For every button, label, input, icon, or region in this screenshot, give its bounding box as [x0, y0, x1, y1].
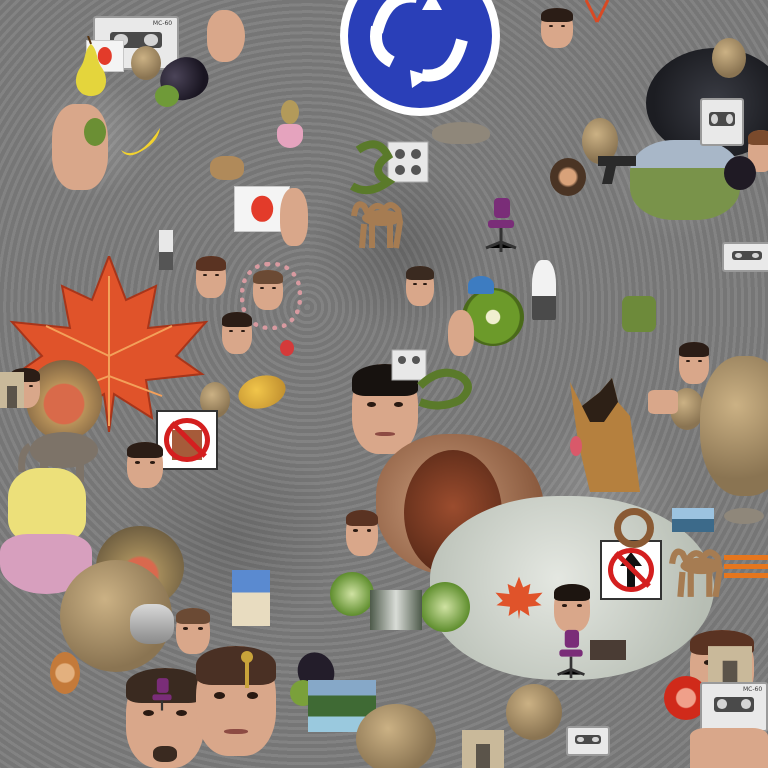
arch-monument-left — [0, 372, 24, 408]
maple-leaf-large — [9, 256, 209, 432]
cassette-bottom — [566, 726, 610, 756]
maple-leaf-small — [495, 576, 543, 620]
camel — [351, 201, 404, 249]
cassette-right-mid — [722, 242, 768, 272]
lettuce-1 — [330, 572, 374, 616]
armadillo — [432, 122, 490, 144]
coiled-snake — [614, 508, 654, 548]
banana — [121, 128, 160, 156]
face-man-right — [679, 342, 709, 384]
office-chair-3 — [152, 678, 172, 711]
handgun — [598, 156, 636, 184]
chef-figure — [532, 260, 556, 320]
lettuce-2 — [420, 582, 470, 632]
cassette-right-top — [700, 98, 744, 146]
eggplant-right — [724, 156, 756, 190]
small-avocado — [84, 118, 106, 146]
snake-and-stove-2 — [391, 349, 472, 410]
face-woman-3 — [176, 608, 210, 654]
potted-shrub — [622, 296, 656, 332]
lake-photo — [672, 508, 714, 532]
camel-right — [669, 548, 723, 598]
lettuce-small — [155, 85, 179, 107]
landscape-photo — [630, 140, 740, 220]
church-photo — [232, 570, 270, 626]
scissors — [584, 0, 610, 23]
ostrich — [590, 640, 626, 680]
face-man-bulb — [554, 584, 590, 632]
girl-figure — [275, 100, 305, 166]
hand-holding-fruit — [52, 104, 108, 190]
small-man-standing — [159, 230, 173, 270]
large-bear-right — [700, 356, 768, 496]
lion-bottom — [356, 704, 436, 768]
lion-top-right — [712, 38, 746, 78]
prohibition-sign-building — [156, 410, 218, 470]
face-man-3 — [222, 312, 252, 354]
roundabout-sign — [340, 0, 500, 116]
torso-bottom-right — [690, 728, 768, 768]
face-man-shirtless — [196, 646, 276, 756]
eye-closeup — [648, 390, 678, 414]
hand-on-flag — [280, 188, 308, 246]
cassette-label: MC-60 — [152, 20, 173, 27]
dog-small — [131, 46, 161, 80]
german-shepherd-dog — [570, 378, 640, 492]
chimp-small — [550, 158, 586, 196]
onion-garlands — [240, 262, 302, 330]
cassette-label-right: MC-60 — [743, 685, 763, 693]
monkey-small-bottom — [50, 652, 80, 694]
armadillo-right — [724, 508, 764, 524]
arch-monument-bottom — [462, 730, 504, 768]
face-man-2 — [406, 266, 434, 306]
face-woman-right — [748, 130, 768, 172]
face-woman-1 — [196, 256, 226, 298]
pear — [75, 36, 107, 96]
key-icon — [241, 651, 253, 688]
cassette-bottom-right: MC-60 — [700, 682, 768, 732]
office-chair — [485, 198, 517, 252]
ear — [207, 10, 245, 62]
lamp-dome — [468, 276, 494, 294]
carrots — [724, 552, 768, 578]
prohibition-sign-arrow — [600, 540, 662, 600]
office-chair-2 — [557, 629, 585, 679]
camel-small — [210, 156, 244, 180]
radish — [280, 340, 294, 356]
hand-right-of-stove — [448, 310, 474, 356]
potato — [234, 370, 290, 414]
face-man-glasses-2 — [127, 442, 163, 488]
face-woman-2 — [346, 510, 378, 556]
face-man-top — [541, 8, 573, 48]
snake-and-stove — [349, 140, 429, 195]
waterfall-photo — [370, 590, 422, 630]
arch-monument-right — [708, 646, 752, 686]
cow — [130, 604, 174, 644]
monkey-with-chair — [506, 684, 562, 740]
